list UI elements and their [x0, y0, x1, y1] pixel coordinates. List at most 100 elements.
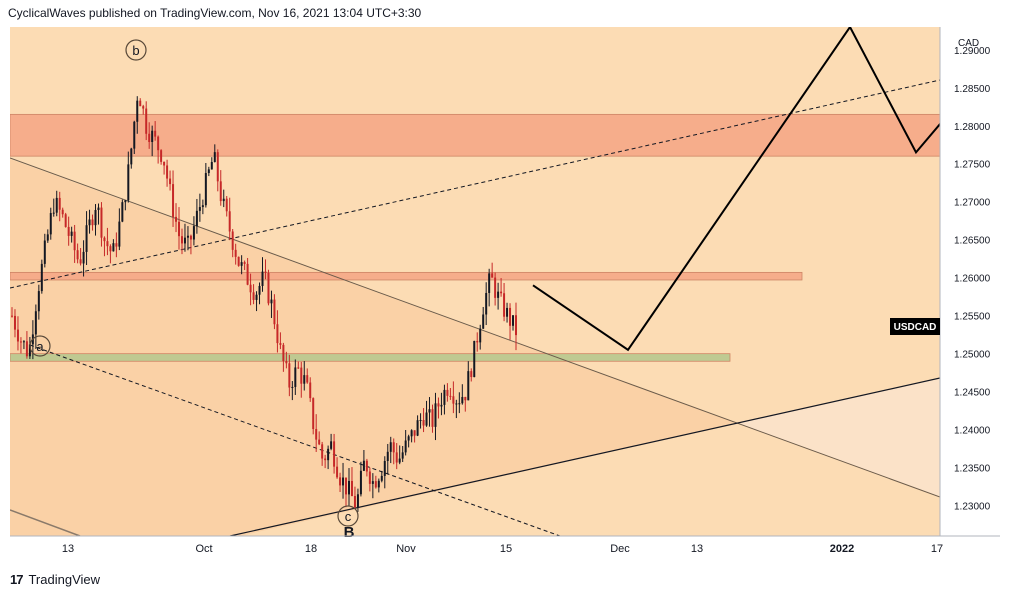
candle	[473, 340, 476, 378]
rising-trendline	[229, 377, 940, 536]
candle	[73, 224, 76, 263]
candle	[145, 101, 148, 141]
y-tick-label: 1.24000	[954, 426, 991, 437]
y-tick-label: 1.27500	[954, 160, 991, 171]
y-tick-label: 1.25000	[954, 350, 991, 361]
candle	[243, 260, 246, 271]
y-tick-label: 1.23000	[954, 502, 991, 513]
usdcad-chart-svg[interactable]: b a cB 1.29000 1.28500 1.28000 1.27500 1.27000…	[0, 0, 1009, 560]
candle	[106, 227, 109, 256]
candle	[130, 147, 133, 169]
candle	[455, 399, 458, 419]
y-tick-label: 1.29000	[954, 46, 991, 57]
candle	[339, 472, 342, 492]
candle	[333, 433, 336, 474]
candle	[368, 467, 371, 492]
candle	[362, 450, 365, 472]
y-tick-label: 1.28000	[954, 122, 991, 133]
candle	[258, 282, 261, 305]
candle	[371, 473, 374, 499]
y-tick-label: 1.25500	[954, 312, 991, 323]
candle	[500, 278, 503, 297]
candle	[407, 434, 410, 448]
x-tick-label: Oct	[195, 543, 212, 555]
candle	[49, 207, 52, 240]
publish-header: CyclicalWaves published on TradingView.c…	[8, 6, 422, 20]
candle	[136, 96, 139, 134]
candle	[88, 209, 91, 234]
falling-trendline	[10, 157, 940, 498]
candle	[115, 232, 118, 258]
last-price-label: USDCAD	[890, 318, 940, 335]
candle	[312, 397, 315, 435]
candle	[440, 392, 443, 416]
candle	[249, 273, 252, 306]
candle	[434, 392, 437, 441]
x-tick-label: 18	[305, 543, 317, 555]
candle	[231, 229, 234, 258]
candle	[225, 196, 228, 217]
candle	[279, 332, 282, 350]
candle	[449, 387, 452, 400]
upper-dashed-channel	[10, 79, 940, 289]
candle	[19, 337, 22, 354]
candle	[309, 377, 312, 402]
x-tick-label: Nov	[396, 543, 416, 555]
candle	[255, 291, 258, 312]
candle	[154, 121, 157, 141]
candle	[85, 211, 88, 265]
candle	[43, 233, 46, 268]
candle	[318, 431, 321, 446]
candle	[160, 149, 163, 165]
candle	[94, 204, 97, 236]
y-tick-label: 1.26500	[954, 236, 991, 247]
price-axis[interactable]: 1.29000 1.28500 1.28000 1.27500 1.27000 1.265…	[954, 46, 991, 513]
candle	[22, 340, 25, 350]
candle	[261, 257, 264, 292]
candle	[452, 381, 455, 414]
candle	[142, 104, 145, 115]
candle	[359, 461, 362, 497]
candle	[350, 467, 353, 497]
time-axis[interactable]: 13 Oct 18 Nov 15 Dec 13 2022 17	[62, 543, 943, 555]
candle	[109, 244, 112, 264]
candle	[40, 259, 43, 294]
candle	[431, 404, 434, 433]
candle	[416, 415, 419, 437]
candle	[16, 316, 19, 351]
candle	[327, 445, 330, 470]
svg-text:a: a	[36, 339, 44, 354]
candle	[228, 197, 231, 241]
candle	[118, 208, 121, 251]
candle	[419, 413, 422, 429]
candle	[273, 294, 276, 330]
footer-brand: TradingView	[28, 572, 101, 587]
candle	[151, 125, 154, 157]
candle	[195, 198, 198, 234]
zone-mid-resistance	[10, 271, 803, 281]
candle	[347, 468, 350, 506]
candle	[282, 342, 285, 372]
candle	[61, 207, 64, 218]
candle	[100, 202, 103, 247]
zone-support	[10, 353, 731, 362]
candle	[276, 310, 279, 353]
candle	[365, 458, 368, 477]
x-tick-label: 2022	[830, 543, 854, 555]
candle	[204, 163, 207, 208]
candle	[494, 272, 497, 306]
candle	[52, 198, 55, 217]
candle	[186, 226, 189, 251]
bottom-left-line	[10, 509, 81, 536]
candle	[198, 193, 201, 222]
candle	[103, 236, 106, 257]
candle	[46, 229, 49, 243]
candle	[166, 159, 169, 187]
candle	[410, 429, 413, 443]
candle	[303, 361, 306, 391]
projection-path	[532, 27, 940, 352]
candle	[178, 207, 181, 250]
candle	[464, 396, 467, 412]
candle	[482, 306, 485, 330]
